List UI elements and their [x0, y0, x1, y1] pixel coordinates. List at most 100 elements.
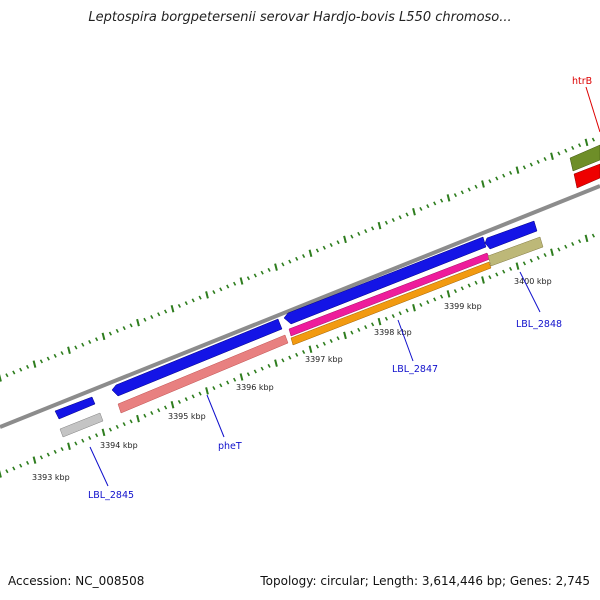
minor-tick	[81, 438, 85, 443]
minor-tick	[440, 198, 444, 203]
minor-tick	[129, 323, 133, 328]
major-tick	[481, 276, 485, 284]
minor-tick	[281, 262, 285, 267]
major-tick	[550, 248, 554, 257]
minor-tick	[219, 287, 223, 292]
major-tick	[550, 152, 554, 161]
gene-label-lbl2848[interactable]: LBL_2848	[516, 319, 562, 330]
minor-tick	[115, 328, 119, 333]
minor-tick	[329, 242, 333, 247]
major-tick	[584, 234, 589, 243]
major-tick	[515, 166, 520, 174]
minor-tick	[336, 336, 340, 341]
minor-tick	[509, 170, 513, 175]
minor-tick	[143, 317, 147, 322]
minor-tick	[26, 364, 30, 369]
htrb-leader	[585, 86, 600, 133]
minor-tick	[150, 411, 154, 416]
major-tick	[67, 346, 71, 355]
accession-text: Accession: NC_008508	[8, 574, 145, 588]
major-tick	[136, 414, 140, 423]
minor-tick	[391, 218, 395, 223]
minor-tick	[115, 424, 119, 429]
minor-tick	[108, 331, 112, 336]
minor-tick	[391, 314, 395, 319]
major-tick	[0, 374, 2, 382]
gene-phet-arrow[interactable]	[111, 318, 283, 397]
minor-tick	[226, 380, 230, 385]
major-tick	[101, 428, 106, 437]
gene-lbl2845-arrow[interactable]	[54, 396, 96, 420]
scale-label: 3396 kbp	[236, 383, 274, 392]
minor-tick	[150, 315, 154, 320]
minor-tick	[157, 312, 161, 317]
minor-tick	[371, 322, 375, 327]
minor-tick	[474, 280, 478, 285]
minor-tick	[212, 386, 216, 391]
minor-tick	[536, 255, 540, 260]
minor-tick	[198, 391, 202, 396]
minor-tick	[495, 272, 499, 277]
tick-tracks	[0, 137, 595, 478]
gene-label-htrb[interactable]: htrB	[572, 76, 592, 87]
scale-label: 3399 kbp	[444, 302, 482, 311]
feature-track	[54, 144, 600, 438]
minor-tick	[19, 367, 23, 372]
minor-tick	[226, 284, 230, 289]
gene-lbl2848-bar[interactable]	[487, 236, 544, 267]
minor-tick	[12, 466, 16, 471]
gene-lbl2847-arrow[interactable]	[283, 236, 487, 325]
minor-tick	[571, 145, 575, 150]
gene-lbl2847-bar-magenta[interactable]	[288, 252, 491, 337]
gene-label-lbl2845[interactable]: LBL_2845	[88, 490, 134, 501]
minor-tick	[46, 356, 50, 361]
minor-tick	[488, 179, 492, 184]
gene-htrb-bar-olive[interactable]	[569, 144, 600, 172]
minor-tick	[253, 273, 257, 278]
minor-tick	[219, 383, 223, 388]
gene-label-lbl2847[interactable]: LBL_2847	[392, 364, 438, 375]
minor-tick	[433, 201, 437, 206]
minor-tick	[295, 352, 299, 357]
major-tick	[446, 194, 451, 202]
minor-tick	[315, 248, 319, 253]
minor-tick	[122, 422, 126, 427]
gene-lbl2847-bar-orange[interactable]	[290, 261, 492, 346]
minor-tick	[543, 157, 547, 162]
major-tick	[101, 332, 106, 341]
major-tick	[170, 304, 175, 313]
minor-tick	[529, 258, 533, 263]
minor-tick	[260, 270, 264, 275]
gene-phet-bar[interactable]	[117, 334, 289, 414]
major-tick	[0, 470, 2, 478]
minor-tick	[5, 373, 9, 378]
gene-htrb-bar-red[interactable]	[573, 163, 600, 189]
major-tick	[170, 400, 175, 409]
minor-tick	[246, 372, 250, 377]
minor-tick	[419, 302, 423, 307]
gene-lbl2845-bar[interactable]	[59, 412, 104, 438]
minor-tick	[488, 275, 492, 280]
gene-label-phet[interactable]: pheT	[218, 441, 242, 452]
minor-tick	[426, 300, 430, 305]
minor-tick	[357, 327, 361, 332]
minor-tick	[322, 245, 326, 250]
major-tick	[412, 303, 416, 312]
minor-tick	[267, 363, 271, 368]
topology-text: Topology: circular; Length: 3,614,446 bp…	[260, 574, 590, 588]
major-tick	[205, 387, 209, 395]
minor-tick	[122, 326, 126, 331]
minor-tick	[281, 358, 285, 363]
minor-tick	[60, 351, 64, 356]
minor-tick	[502, 173, 506, 178]
minor-tick	[267, 267, 271, 272]
label-leaders	[89, 271, 541, 487]
minor-tick	[467, 187, 471, 192]
minor-tick	[288, 259, 292, 264]
map-title: Leptospira borgpetersenii serovar Hardjo…	[88, 10, 512, 25]
minor-tick	[419, 206, 423, 211]
minor-tick	[591, 137, 595, 142]
minor-tick	[336, 240, 340, 245]
minor-tick	[460, 286, 464, 291]
gene-lbl2848-arrow[interactable]	[484, 220, 538, 250]
